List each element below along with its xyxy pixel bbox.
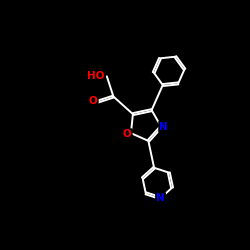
Text: HO: HO — [87, 71, 104, 81]
Text: N: N — [156, 193, 165, 203]
Text: O: O — [123, 130, 132, 140]
Text: N: N — [159, 122, 168, 132]
Text: O: O — [89, 96, 98, 106]
